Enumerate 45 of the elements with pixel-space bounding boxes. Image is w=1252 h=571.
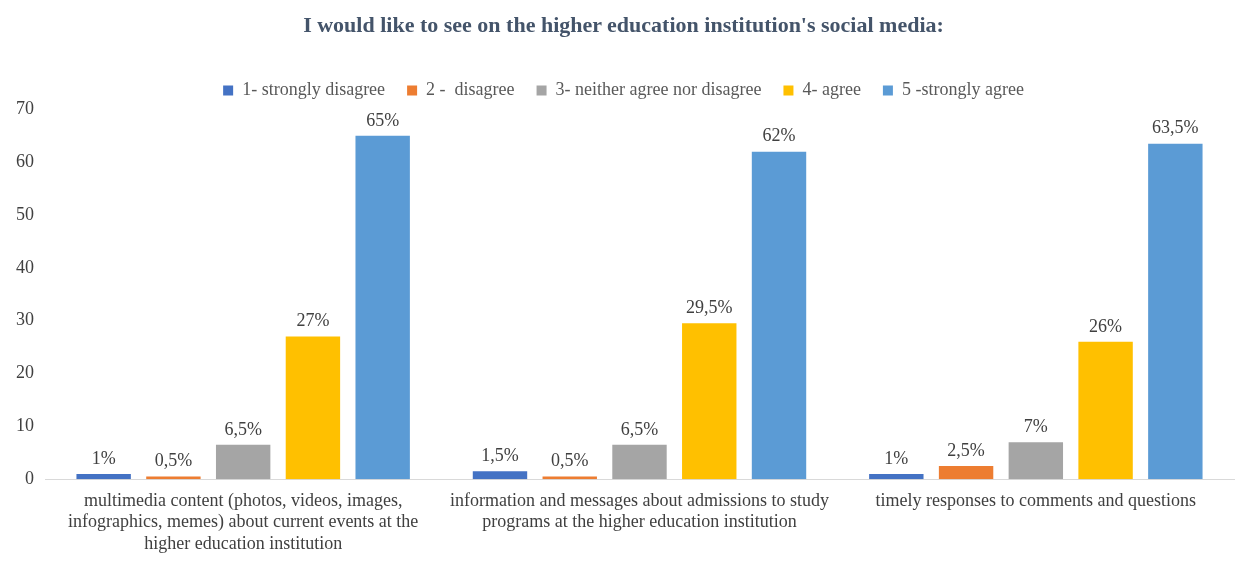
x-tick-label: multimedia content (photos, videos, images, infographics, memes) about current events at the higher education institution: [67, 489, 419, 553]
data-label: 62%: [762, 125, 796, 146]
y-tick-label: 20: [16, 362, 34, 383]
bar: [751, 151, 807, 480]
data-label: 63,5%: [1152, 117, 1199, 138]
legend-label: 5 -strongly agree: [901, 79, 1024, 100]
data-label: 0,5%: [154, 450, 193, 471]
data-label: 1%: [91, 447, 116, 468]
legend-label: 1- strongly disagree: [242, 79, 386, 100]
legend-label: 3- neither agree nor disagree: [555, 79, 762, 100]
data-label: 1%: [884, 447, 909, 468]
bar: [1148, 143, 1203, 480]
y-tick-label: 60: [16, 150, 34, 171]
y-tick-label: 50: [16, 203, 34, 224]
y-tick-label: 10: [16, 415, 34, 436]
bar: [1008, 442, 1064, 480]
bar: [355, 135, 410, 480]
y-tick-label: 0: [25, 467, 34, 488]
chart-title: I would like to see on the higher education institution's social media:: [303, 11, 944, 37]
legend-label: 4- agree: [802, 79, 861, 100]
data-label: 29,5%: [686, 297, 733, 318]
x-tick-label: timely responses to comments and questions: [875, 489, 1197, 510]
bar: [472, 471, 528, 480]
data-label: 0,5%: [551, 450, 589, 471]
data-label: 6,5%: [224, 418, 262, 439]
y-tick-label: 30: [16, 309, 34, 330]
x-tick-label: information and messages about admissions to study programs at the higher education institution: [450, 489, 829, 532]
data-label: 65%: [366, 109, 400, 130]
data-label: 6,5%: [620, 418, 659, 439]
bar: [682, 323, 737, 480]
data-label: 26%: [1089, 315, 1123, 336]
legend-label: 2 - disagree: [426, 79, 515, 100]
bar: [285, 336, 341, 480]
bar: [1078, 341, 1133, 480]
data-label: 1,5%: [481, 445, 519, 466]
y-tick-label: 40: [16, 256, 34, 277]
bar: [938, 465, 994, 480]
bar: [215, 444, 271, 480]
bar: [869, 473, 924, 480]
data-label: 2,5%: [947, 439, 985, 460]
bar: [76, 473, 131, 480]
bar: [612, 444, 667, 480]
data-label: 27%: [296, 310, 330, 331]
y-tick-label: 70: [16, 98, 34, 119]
data-label: 7%: [1023, 415, 1048, 436]
